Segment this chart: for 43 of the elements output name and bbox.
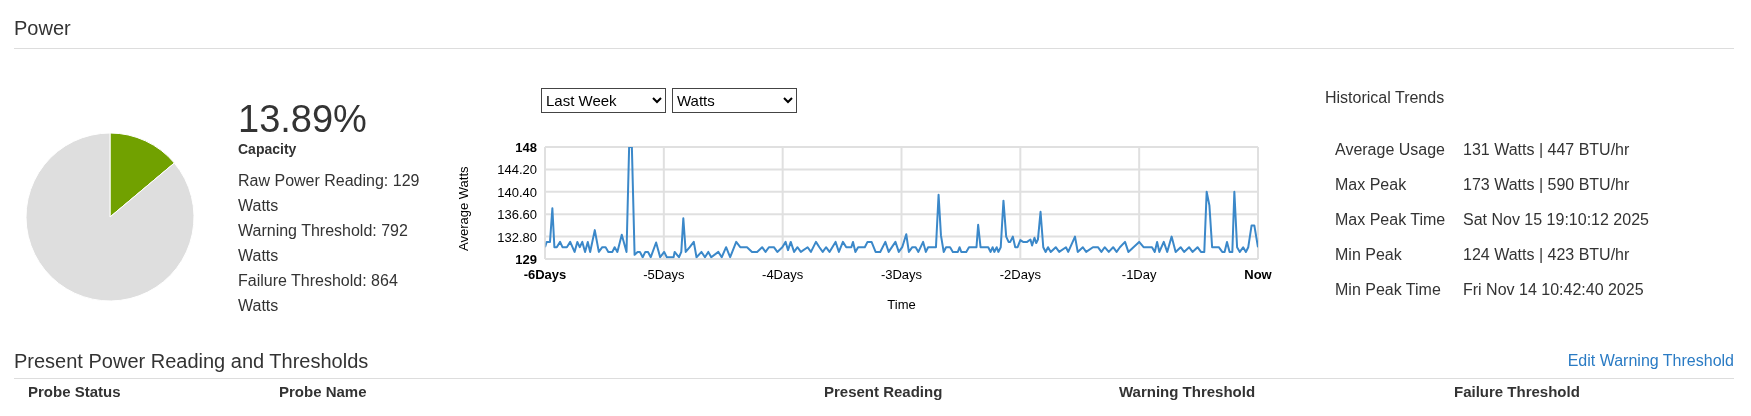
text: Probe Name bbox=[279, 382, 367, 401]
y-tick-label: 132.80 bbox=[497, 229, 537, 245]
x-tick-label: -2Days bbox=[999, 267, 1042, 282]
text: Min Peak Time bbox=[1335, 280, 1442, 300]
y-tick-label: 129 bbox=[515, 252, 537, 267]
text: Failure Threshold: 864 Watts bbox=[238, 271, 399, 316]
text: Present Power Reading and Thresholds bbox=[14, 350, 369, 372]
x-tick-label: -5Days bbox=[643, 267, 685, 282]
text: Raw Power Reading: 129 Watts bbox=[238, 171, 421, 216]
text: Probe Status bbox=[28, 382, 121, 401]
x-tick-label: -6Days bbox=[523, 267, 567, 282]
text: Last Week bbox=[541, 88, 666, 113]
text: Failure Threshold bbox=[1454, 382, 1580, 401]
x-tick-label: -1Day bbox=[1121, 267, 1157, 282]
text: Edit Warning Threshold bbox=[1567, 351, 1734, 371]
text: Power bbox=[14, 8, 1734, 49]
text: Average Usage bbox=[1335, 140, 1446, 160]
y-tick-label: 140.40 bbox=[497, 184, 537, 200]
text: Capacity bbox=[238, 140, 298, 158]
y-tick-label: 148 bbox=[515, 140, 537, 155]
text: Watts bbox=[672, 88, 797, 113]
text: Historical Trends bbox=[1325, 88, 1446, 108]
text: 124 Watts | 423 BTU/hr bbox=[1463, 245, 1630, 265]
text: Warning Threshold bbox=[1119, 382, 1256, 401]
text: 131 Watts | 447 BTU/hr bbox=[1463, 140, 1630, 160]
pie-slice bbox=[25, 132, 195, 302]
text: 173 Watts | 590 BTU/hr bbox=[1463, 175, 1630, 195]
text: Max Peak Time bbox=[1335, 210, 1447, 230]
x-tick-label: -4Days bbox=[762, 267, 804, 282]
text: Max Peak bbox=[1335, 175, 1408, 195]
text: Present Reading bbox=[824, 382, 943, 401]
x-tick-label: Now bbox=[1244, 267, 1273, 282]
x-axis-title: Time bbox=[887, 297, 916, 312]
line-series bbox=[545, 147, 1258, 259]
y-tick-label: 136.60 bbox=[497, 207, 537, 223]
text: Fri Nov 14 10:42:40 2025 bbox=[1463, 280, 1644, 300]
text: Sat Nov 15 19:10:12 2025 bbox=[1463, 210, 1649, 230]
y-axis-title: Average Watts bbox=[455, 165, 471, 251]
text: Warning Threshold: 792 Watts bbox=[238, 221, 409, 266]
data-label: 13.89% bbox=[238, 98, 368, 140]
y-tick-label: 144.20 bbox=[497, 162, 537, 178]
text: Min Peak bbox=[1335, 245, 1403, 265]
x-tick-label: -3Days bbox=[880, 267, 923, 282]
